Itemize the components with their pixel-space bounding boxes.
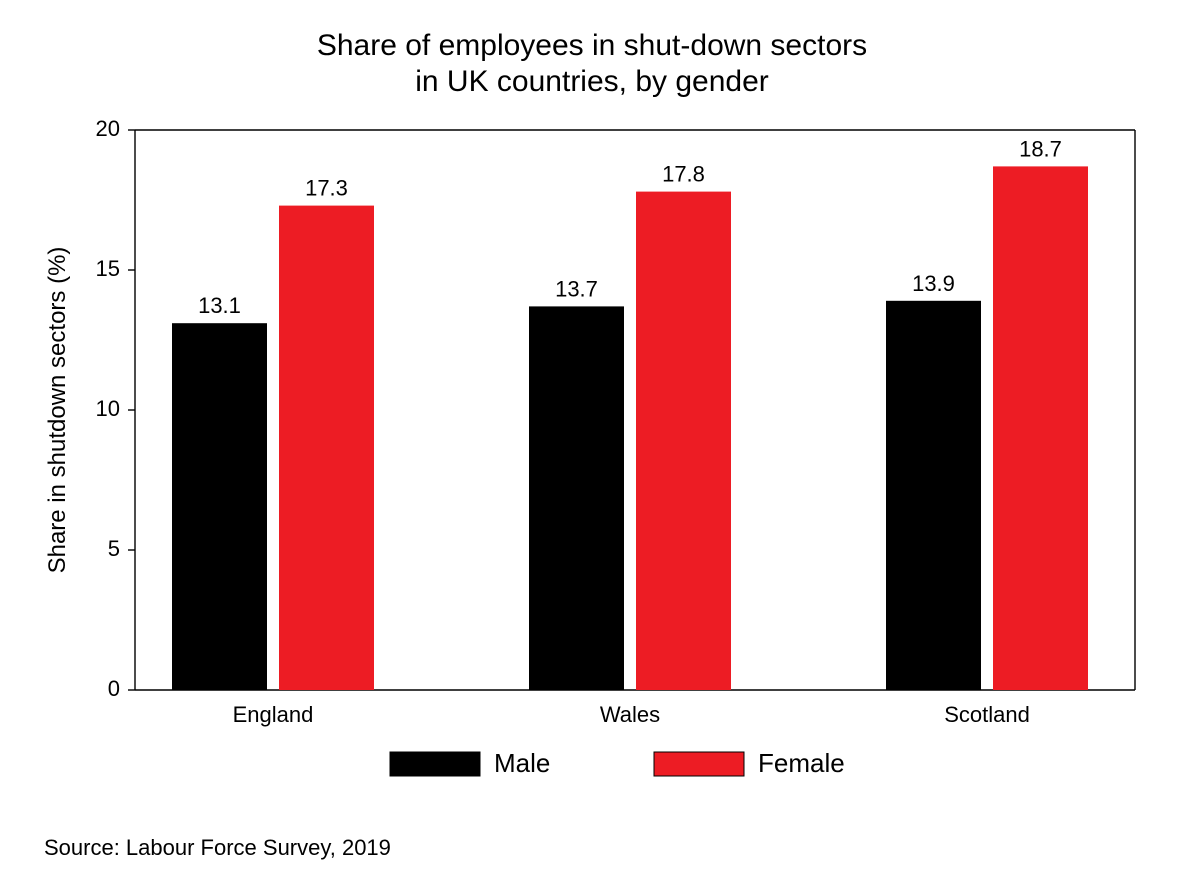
y-tick-label: 0: [108, 676, 120, 701]
bar-female: [993, 166, 1088, 690]
chart-svg: Share of employees in shut-down sectorsi…: [0, 0, 1184, 888]
bar-value-label: 17.8: [662, 162, 705, 187]
category-label: England: [233, 702, 314, 727]
source-text: Source: Labour Force Survey, 2019: [44, 835, 391, 860]
legend-swatch-female: [654, 752, 744, 776]
y-tick-label: 15: [96, 256, 120, 281]
bar-male: [886, 301, 981, 690]
bar-value-label: 18.7: [1019, 136, 1062, 161]
y-tick-label: 10: [96, 396, 120, 421]
bar-male: [172, 323, 267, 690]
chart-title-line2: in UK countries, by gender: [415, 65, 769, 98]
category-label: Scotland: [944, 702, 1030, 727]
bar-female: [279, 206, 374, 690]
legend-label-female: Female: [758, 748, 845, 778]
legend-swatch-male: [390, 752, 480, 776]
legend-label-male: Male: [494, 748, 550, 778]
y-tick-label: 20: [96, 116, 120, 141]
y-axis-label: Share in shutdown sectors (%): [44, 247, 71, 574]
bar-female: [636, 192, 731, 690]
category-label: Wales: [600, 702, 660, 727]
y-tick-label: 5: [108, 536, 120, 561]
chart-title-line1: Share of employees in shut-down sectors: [317, 29, 867, 62]
bar-value-label: 13.7: [555, 276, 598, 301]
bar-value-label: 13.9: [912, 271, 955, 296]
chart-container: Share of employees in shut-down sectorsi…: [0, 0, 1184, 888]
bar-value-label: 13.1: [198, 293, 241, 318]
bar-value-label: 17.3: [305, 176, 348, 201]
bar-male: [529, 306, 624, 690]
